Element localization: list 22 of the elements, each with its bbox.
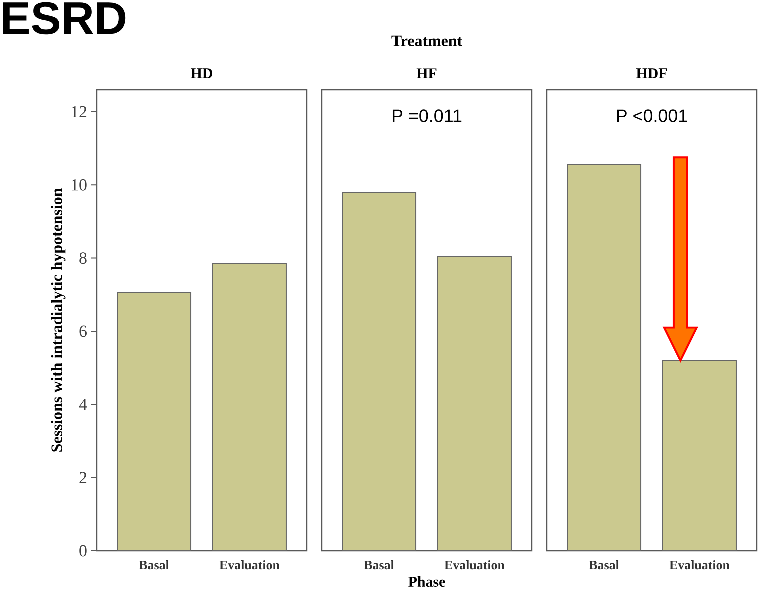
x-axis-title: Phase <box>408 576 446 588</box>
y-tick-label: 6 <box>80 326 87 338</box>
chart-title: HF <box>416 68 437 78</box>
y-tick-label: 10 <box>72 179 87 191</box>
x-tick-label: Evaluation <box>670 560 730 570</box>
y-tick-label: 4 <box>79 399 88 410</box>
chart-title: HDF <box>636 68 668 78</box>
y-tick-label: 12 <box>72 106 87 118</box>
x-tick-label: Evaluation <box>444 560 505 570</box>
chart-subtitle: Treatment <box>392 36 462 46</box>
y-tick-label: 2 <box>80 472 87 484</box>
x-tick-label: Basal <box>364 560 394 570</box>
x-tick-label: Basal <box>589 560 620 570</box>
y-axis-title: Sessions with intradialytic hypotension <box>51 188 66 452</box>
x-tick-label: Evaluation <box>220 560 280 570</box>
y-tick-label: 8 <box>80 252 87 264</box>
annotation: P =0.011 <box>392 110 462 122</box>
x-tick-label: Basal <box>139 560 170 570</box>
annotation: P <0.001 <box>617 110 688 122</box>
chart-title: HD <box>191 68 212 78</box>
text: ESRD <box>3 2 126 35</box>
y-tick-label: 0 <box>80 545 87 557</box>
